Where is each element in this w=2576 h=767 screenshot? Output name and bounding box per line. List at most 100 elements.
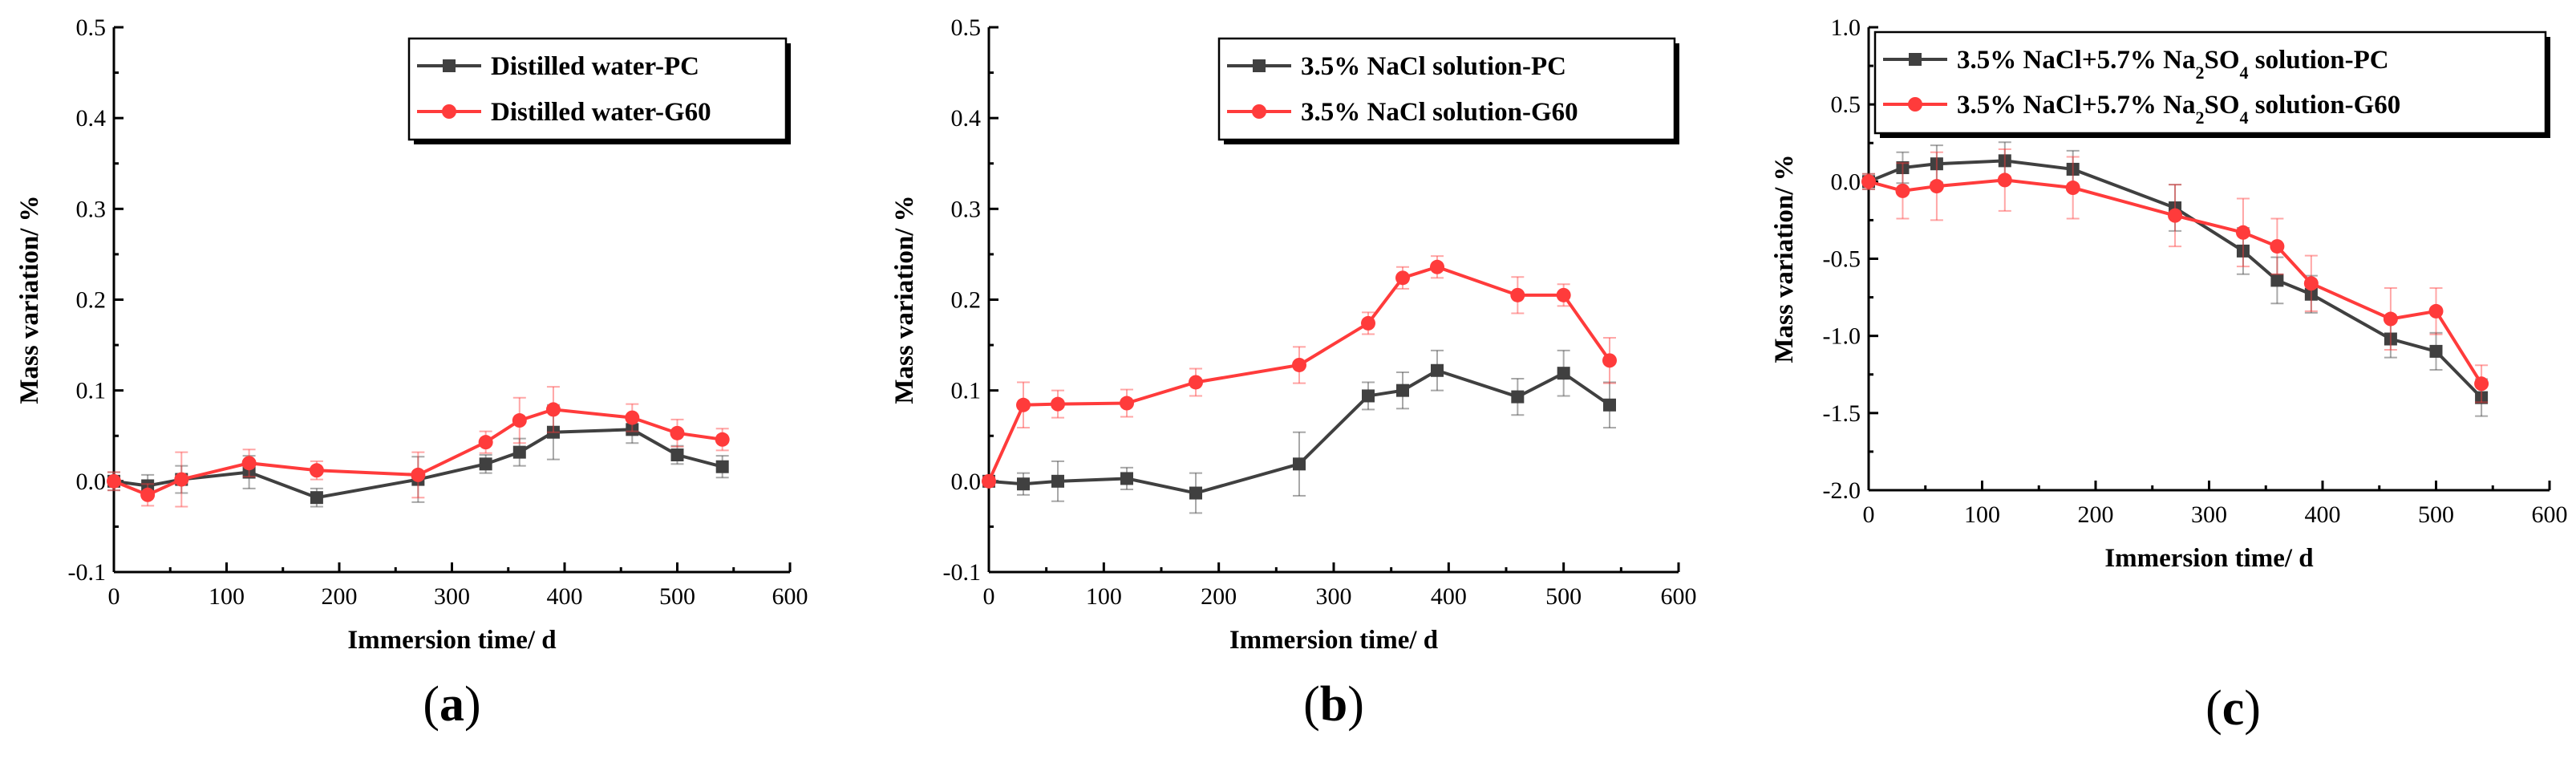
data-point: [1430, 259, 1444, 274]
legend-box: [407, 37, 788, 141]
data-point: [2168, 208, 2183, 223]
data-point: [1511, 390, 1525, 404]
data-point: [1189, 375, 1203, 390]
x-tick-label: 500: [659, 583, 695, 610]
x-tick-label: 600: [772, 583, 808, 610]
x-tick-label: 100: [209, 583, 245, 610]
y-tick-label: 0.3: [76, 196, 107, 222]
legend: 3.5% NaCl+5.7% Na2SO4 solution-PC 3.5% Na…: [1873, 30, 2550, 138]
data-point: [2304, 287, 2318, 301]
data-point: [1292, 357, 1306, 372]
data-point: [107, 473, 121, 489]
data-point: [1557, 367, 1570, 380]
legend-label: 3.5% NaCl solution-G60: [1301, 98, 1578, 127]
y-tick-label: 0.0: [951, 469, 982, 495]
data-point: [626, 423, 639, 436]
y-tick-label: 0.5: [76, 14, 107, 41]
data-point: [1556, 287, 1571, 302]
y-tick-label: 0.5: [1831, 91, 1861, 118]
legend-label: 3.5% NaCl solution-PC: [1301, 52, 1566, 81]
x-axis-title: Immersion time/ d: [2104, 544, 2313, 573]
data-point: [670, 425, 685, 440]
y-tick-label: 0.0: [76, 469, 107, 495]
y-tick-label: 0.1: [76, 378, 107, 404]
data-point: [1431, 363, 1444, 377]
data-point: [1396, 384, 1409, 397]
data-point: [625, 410, 640, 425]
legend-label: Distilled water-PC: [491, 52, 699, 81]
data-point: [1362, 389, 1375, 403]
y-tick-label: -2.0: [1823, 477, 1861, 504]
data-point: [1997, 172, 2012, 188]
data-point: [1361, 315, 1375, 331]
x-tick-label: 300: [434, 583, 470, 610]
data-point: [1395, 270, 1410, 286]
data-point: [512, 445, 526, 459]
y-tick-label: -1.5: [1823, 400, 1861, 427]
x-tick-label: 100: [1964, 501, 2000, 528]
panel-label: (c): [2205, 681, 2261, 736]
data-point: [1998, 154, 2011, 168]
legend-label: 3.5% NaCl+5.7% Na2SO4 solution-G60: [1957, 91, 2400, 128]
data-point: [2303, 276, 2319, 291]
data-point: [2235, 225, 2250, 240]
data-point: [241, 456, 257, 471]
x-tick-label: 200: [2078, 501, 2114, 528]
y-tick-label: 0.2: [951, 287, 982, 314]
legend-label: Distilled water-G60: [491, 98, 711, 127]
y-tick-label: 0.2: [76, 287, 107, 314]
legend-marker: [443, 59, 456, 72]
panel-label: (b): [1303, 677, 1364, 732]
x-tick-label: 600: [1661, 583, 1697, 610]
x-tick-label: 0: [108, 583, 120, 610]
y-axis-title: Mass variation/ %: [1770, 154, 1799, 363]
data-point: [546, 425, 560, 439]
legend-label: 3.5% NaCl+5.7% Na2SO4 solution-PC: [1957, 46, 2389, 83]
x-tick-label: 400: [2305, 501, 2341, 528]
data-point: [2384, 332, 2397, 346]
chart-panel-a: 0 100 200 300 400 500 600 -0.1 0.0 0.1 0.2 0.3 0.4 0.…: [15, 14, 808, 732]
data-point: [411, 467, 426, 482]
y-tick-label: -1.0: [1823, 323, 1861, 350]
data-point: [670, 448, 684, 462]
series-2: [1861, 148, 2489, 404]
y-tick-label: 0.3: [951, 196, 982, 222]
x-tick-label: 0: [1863, 501, 1875, 528]
x-tick-label: 200: [322, 583, 358, 610]
chart-panel-b: 0 100 200 300 400 500 600 -0.1 0.0 0.1 0.2 0.3 0.4 0.…: [890, 14, 1697, 732]
data-point: [2270, 239, 2285, 254]
legend-box: [1873, 30, 2547, 135]
data-point: [1051, 396, 1065, 412]
data-point: [309, 463, 324, 478]
data-point: [1293, 457, 1306, 471]
y-tick-label: 0.4: [76, 105, 107, 132]
data-point: [715, 460, 729, 473]
y-tick-label: -0.1: [943, 559, 982, 586]
data-point: [1017, 477, 1030, 491]
data-point: [1016, 397, 1031, 412]
legend-marker: [1909, 53, 1922, 66]
y-tick-label: 0.1: [951, 378, 982, 404]
data-point: [479, 457, 492, 471]
series-2: [982, 255, 1617, 489]
legend-marker: [1908, 97, 1922, 112]
data-point: [2383, 311, 2398, 327]
data-point: [982, 473, 996, 489]
y-axis-title: Mass variation/ %: [15, 195, 44, 404]
data-point: [1051, 474, 1064, 488]
data-point: [512, 413, 527, 428]
legend-marker: [442, 104, 456, 119]
data-point: [174, 472, 189, 487]
y-tick-label: 1.0: [1831, 14, 1861, 41]
series-2: [107, 386, 730, 508]
data-point: [1189, 486, 1202, 500]
data-point: [715, 432, 730, 447]
data-point: [2270, 274, 2284, 287]
data-point: [310, 491, 323, 505]
x-tick-label: 200: [1201, 583, 1237, 610]
x-axis-title: Immersion time/ d: [1229, 626, 1438, 655]
series-1: [1862, 141, 2489, 417]
data-point: [1603, 398, 1616, 412]
data-point: [2065, 181, 2080, 196]
